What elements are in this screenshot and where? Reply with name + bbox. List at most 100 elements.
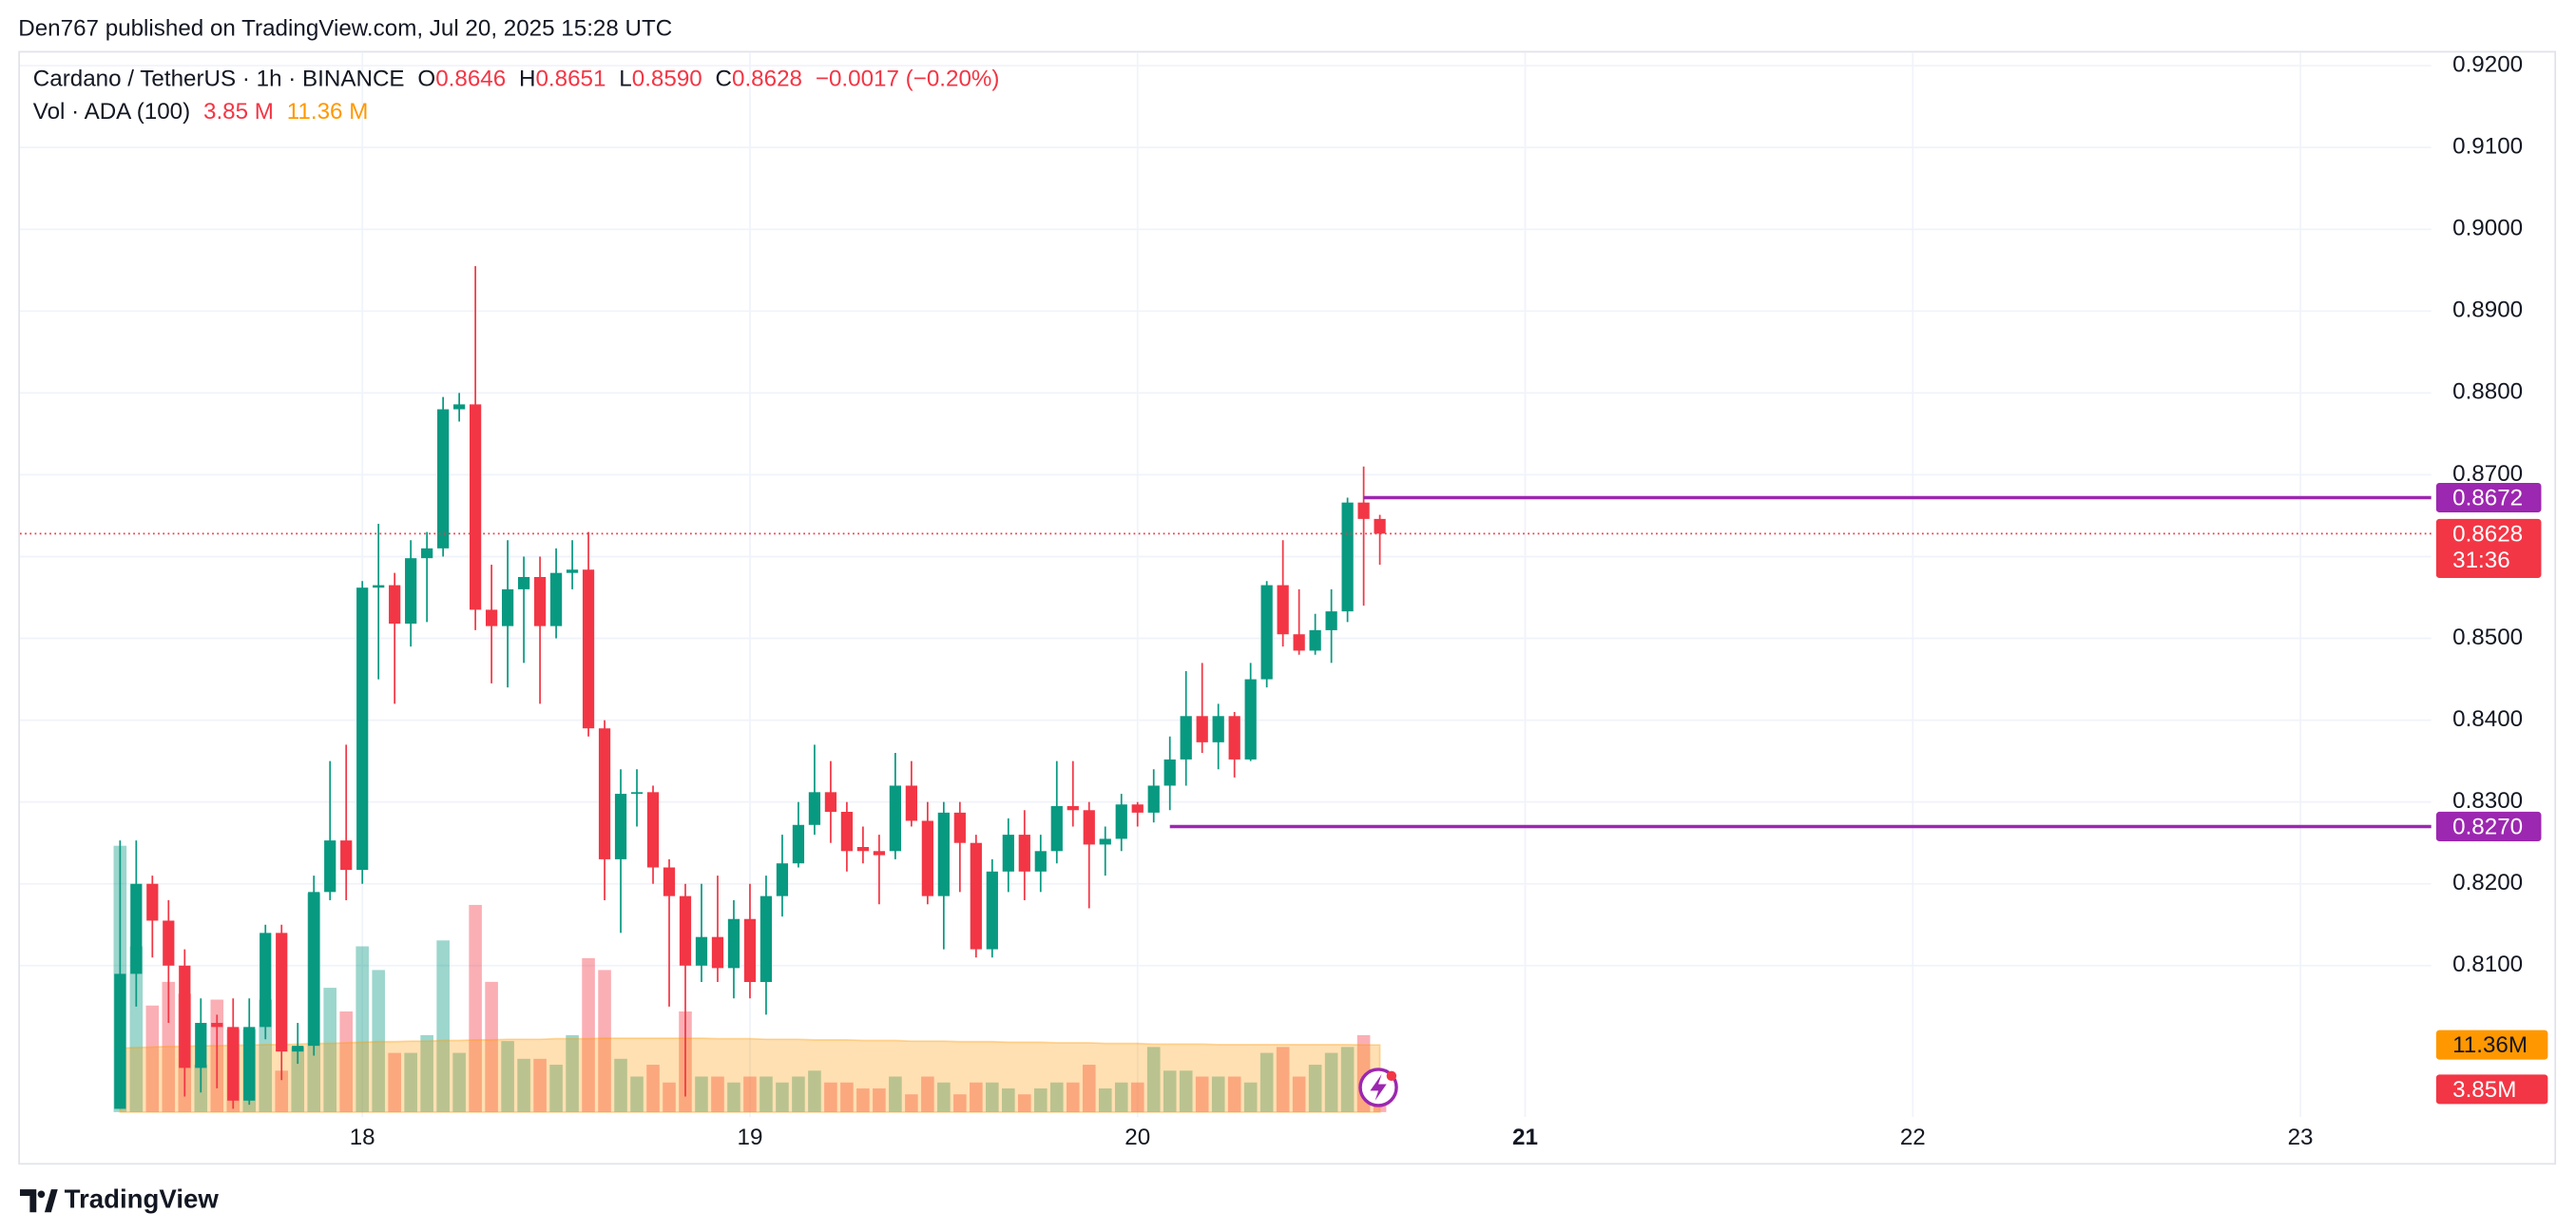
candle-body bbox=[405, 558, 417, 625]
candle-body bbox=[114, 973, 126, 1109]
volume-bar bbox=[145, 1005, 160, 1112]
volume-bar bbox=[1179, 1070, 1193, 1112]
volume-bar bbox=[873, 1088, 886, 1112]
ohlc-key: C bbox=[716, 67, 732, 92]
y-tick-label: 0.8900 bbox=[2452, 298, 2523, 323]
candle-body bbox=[1325, 611, 1337, 630]
candle-body bbox=[292, 1046, 304, 1052]
candle-body bbox=[792, 824, 805, 864]
candle-body bbox=[179, 965, 191, 1068]
candle-body bbox=[243, 1027, 256, 1101]
candle-body bbox=[598, 728, 611, 859]
candle-body bbox=[1099, 838, 1111, 845]
volume-bar bbox=[1292, 1076, 1306, 1112]
volume-bar bbox=[501, 1041, 514, 1112]
ohlc-key: O bbox=[417, 67, 435, 92]
candle-body bbox=[711, 936, 724, 969]
candle-body bbox=[517, 576, 530, 589]
x-tick-label: 20 bbox=[1125, 1125, 1150, 1150]
volume-bar bbox=[1340, 1047, 1355, 1112]
volume-bar bbox=[1033, 1088, 1048, 1112]
candle-body bbox=[776, 863, 789, 896]
volume-label-box bbox=[2435, 1030, 2548, 1060]
candle-body bbox=[937, 812, 950, 896]
volume-bar bbox=[485, 981, 498, 1112]
volume-bar bbox=[921, 1076, 934, 1112]
volume-bar bbox=[905, 1094, 918, 1112]
candle-body bbox=[921, 820, 933, 896]
candle-body bbox=[340, 840, 353, 871]
y-tick-label: 0.9000 bbox=[2452, 216, 2523, 241]
volume-bar bbox=[1114, 1082, 1128, 1112]
candle-body bbox=[727, 918, 740, 969]
candle-body bbox=[195, 1023, 207, 1068]
volume-bar bbox=[808, 1070, 821, 1112]
volume-bar bbox=[759, 1076, 773, 1112]
volume-bar bbox=[646, 1065, 660, 1112]
candles bbox=[114, 265, 1386, 1109]
volume-bar bbox=[1082, 1065, 1096, 1112]
volume-bar bbox=[970, 1082, 983, 1112]
candle-body bbox=[276, 933, 288, 1052]
candle-body bbox=[1341, 502, 1354, 612]
volume-bar bbox=[953, 1094, 967, 1112]
candle-body bbox=[485, 609, 498, 626]
candle-body bbox=[1357, 502, 1370, 519]
candle-body bbox=[453, 404, 466, 410]
volume-bar bbox=[889, 1076, 902, 1112]
volume-ma-area bbox=[119, 1037, 1381, 1113]
y-tick-label: 0.8500 bbox=[2452, 625, 2523, 650]
candle-body bbox=[211, 1023, 223, 1028]
volume-bar bbox=[856, 1088, 870, 1112]
volume-bar bbox=[1018, 1094, 1031, 1112]
x-tick-label: 19 bbox=[738, 1125, 763, 1150]
y-tick-label: 0.9100 bbox=[2452, 134, 2523, 160]
level-label-box bbox=[2435, 811, 2542, 842]
candle-body bbox=[646, 792, 660, 868]
candle-body bbox=[663, 867, 676, 896]
volume-bar bbox=[937, 1082, 951, 1112]
volume-bar bbox=[162, 981, 176, 1112]
candle-body bbox=[1228, 716, 1240, 760]
candle-body bbox=[308, 892, 320, 1047]
candle-body bbox=[1018, 835, 1030, 872]
change: −0.0017 (−0.20%) bbox=[816, 67, 1000, 92]
alert-icon bbox=[1358, 1068, 1398, 1107]
volume-bar bbox=[663, 1082, 676, 1112]
candle-body bbox=[421, 548, 433, 559]
candle-body bbox=[630, 792, 644, 795]
volume-bar bbox=[1243, 1082, 1258, 1112]
last-price-label: 0.8628 bbox=[2452, 521, 2523, 547]
candle-body bbox=[437, 409, 450, 549]
candle-body bbox=[1131, 804, 1144, 813]
volume-bar bbox=[275, 1070, 289, 1112]
candle-body bbox=[1277, 585, 1289, 635]
candle-body bbox=[970, 842, 982, 950]
volume-bar bbox=[1211, 1076, 1225, 1112]
volume-bar bbox=[549, 1065, 563, 1112]
volume-title: Vol · ADA (100) bbox=[33, 100, 190, 125]
x-tick-label: 21 bbox=[1512, 1125, 1538, 1150]
volume-bar bbox=[614, 1058, 627, 1112]
candle-body bbox=[679, 895, 692, 966]
chart-frame bbox=[18, 50, 2557, 1165]
volume-bar bbox=[582, 957, 595, 1112]
candle-body bbox=[260, 933, 272, 1028]
ohlc-key: L bbox=[619, 67, 631, 92]
candle-body bbox=[1196, 716, 1208, 742]
candle-body bbox=[1083, 810, 1095, 845]
volume-bar bbox=[630, 1076, 644, 1112]
candle-body bbox=[1115, 804, 1127, 839]
volume-bar bbox=[1098, 1088, 1112, 1112]
candle-body bbox=[824, 792, 837, 812]
volume-bar bbox=[1049, 1082, 1064, 1112]
candle-body bbox=[1147, 785, 1160, 813]
volume-bar bbox=[469, 904, 482, 1112]
candle-body bbox=[856, 847, 870, 852]
volume-bar bbox=[1195, 1076, 1209, 1112]
candle-body bbox=[889, 785, 901, 852]
volume-bar bbox=[1259, 1052, 1274, 1112]
